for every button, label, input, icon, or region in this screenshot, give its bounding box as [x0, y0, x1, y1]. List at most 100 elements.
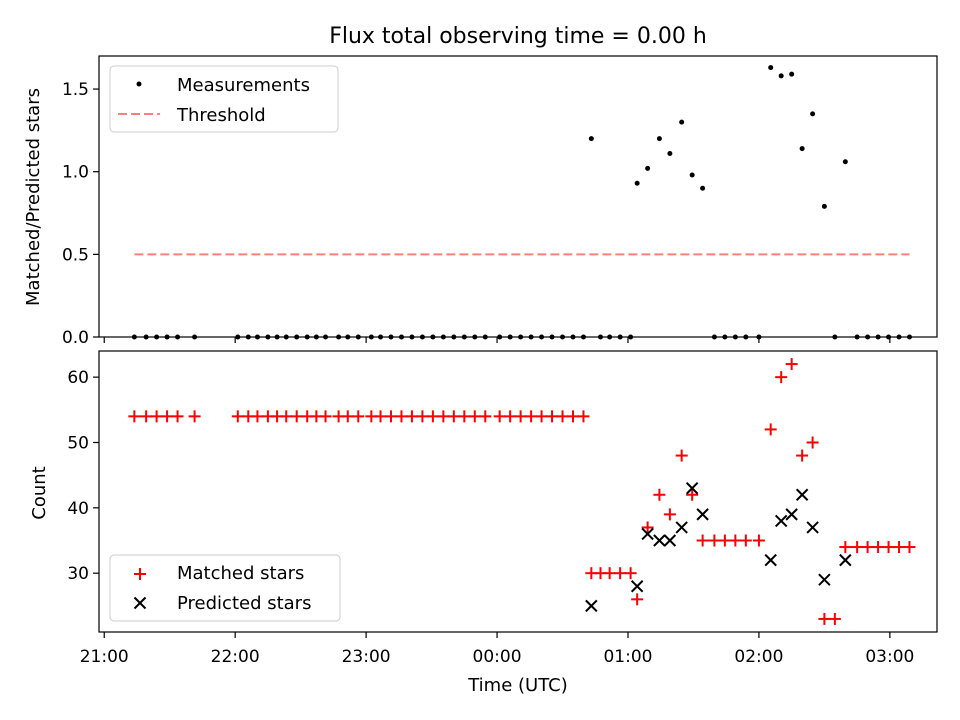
- matched-star-point: [150, 410, 163, 423]
- predicted-star-point: [696, 508, 709, 521]
- matched-star-point: [188, 410, 201, 423]
- matched-star-point: [437, 410, 450, 423]
- measurement-point: [778, 73, 784, 79]
- matched-star-point: [231, 410, 244, 423]
- matched-star-point: [319, 410, 332, 423]
- predicted-star-point: [585, 599, 598, 613]
- bottom-y-axis-label: Count: [29, 466, 50, 519]
- matched-star-point: [374, 410, 387, 423]
- x-tick-label: 03:00: [865, 647, 914, 667]
- legend-measurements-marker: [136, 81, 142, 87]
- matched-star-point: [479, 410, 492, 423]
- matched-star-point: [171, 410, 184, 423]
- matched-star-point: [882, 541, 895, 554]
- matched-star-point: [468, 410, 481, 423]
- predicted-star-point: [818, 573, 831, 586]
- matched-star-point: [405, 410, 418, 423]
- predicted-star-point: [630, 580, 644, 593]
- legend-predicted-marker: [133, 596, 147, 610]
- matched-star-point: [280, 410, 293, 423]
- matched-star-point: [624, 567, 637, 580]
- predicted-star-point: [774, 514, 788, 528]
- bottom-panel: Count Time (UTC) 30 40 50 60 21:00 22:00 23:00…: [29, 350, 938, 696]
- y-tick-label: 1.5: [62, 80, 89, 100]
- legend-predicted-label: Predicted stars: [177, 593, 311, 614]
- measurement-point: [789, 71, 795, 77]
- chart-title: Flux total observing time = 0.00 h: [329, 24, 707, 49]
- measurement-point: [768, 65, 774, 71]
- matched-star-point: [739, 534, 752, 547]
- matched-star-point: [535, 410, 548, 423]
- matched-star-point: [556, 410, 569, 423]
- axes-frame: [98, 55, 938, 338]
- matched-star-point: [493, 410, 506, 423]
- matched-star-point: [764, 423, 777, 436]
- bottom-legend: Matched stars Predicted stars: [109, 554, 341, 622]
- x-axis-label: Time (UTC): [467, 675, 568, 696]
- matched-star-point: [140, 410, 153, 423]
- legend-matched-marker: [134, 568, 146, 580]
- predicted-star-point: [641, 527, 654, 541]
- matched-star-point: [341, 410, 354, 423]
- matched-star-point: [686, 488, 699, 501]
- matched-star-point: [696, 534, 709, 547]
- measurement-point: [799, 146, 805, 152]
- matched-star-point: [752, 534, 765, 547]
- measurement-point: [588, 136, 594, 142]
- matched-star-point: [663, 508, 676, 521]
- matched-star-point: [161, 410, 174, 423]
- matched-star-point: [828, 612, 841, 625]
- matched-star-point: [603, 567, 616, 580]
- matched-star-point: [903, 541, 916, 554]
- predicted-star-point: [839, 553, 852, 567]
- x-tick-label: 02:00: [734, 647, 783, 667]
- matched-star-point: [872, 541, 885, 554]
- measurement-point: [700, 185, 706, 191]
- matched-star-point: [395, 410, 408, 423]
- measurement-point: [810, 111, 816, 117]
- y-tick-label: 40: [67, 499, 89, 519]
- measurement-point: [842, 159, 848, 165]
- matched-star-point: [785, 358, 798, 371]
- y-tick-label: 60: [67, 368, 89, 388]
- matched-star-point: [893, 541, 906, 554]
- y-tick-label: 50: [67, 433, 89, 453]
- matched-star-point: [504, 410, 517, 423]
- top-legend: Measurements Threshold: [109, 65, 339, 133]
- matched-star-point: [839, 541, 852, 554]
- matched-star-point: [653, 488, 666, 501]
- top-panel: Flux total observing time = 0.00 h Match…: [23, 24, 938, 348]
- bottom-axes: 30 40 50 60 21:00 22:00 23:00 00:00 01:00 02:00 03…: [67, 350, 938, 667]
- matched-star-point: [546, 410, 559, 423]
- x-tick-label: 21:00: [80, 647, 129, 667]
- matched-star-point: [458, 410, 471, 423]
- top-legend-box: [109, 65, 339, 133]
- matched-star-point: [566, 410, 579, 423]
- matched-star-point: [796, 449, 809, 462]
- measurement-point: [645, 165, 651, 171]
- x-tick-label: 00:00: [473, 647, 522, 667]
- predicted-star-point: [685, 482, 699, 495]
- matched-star-point: [708, 534, 721, 547]
- matched-star-point: [384, 410, 397, 423]
- matched-star-point: [447, 410, 460, 423]
- matched-star-point: [514, 410, 527, 423]
- y-tick-label: 0.0: [62, 328, 89, 348]
- matched-star-point: [290, 410, 303, 423]
- matched-star-point: [525, 410, 538, 423]
- matched-star-point: [675, 449, 688, 462]
- matched-star-point: [251, 410, 264, 423]
- matched-star-point: [806, 436, 819, 449]
- measurement-point: [679, 119, 685, 125]
- y-tick-label: 0.5: [62, 245, 89, 265]
- measurement-point: [821, 203, 827, 209]
- predicted-star-point: [675, 521, 688, 534]
- matched-star-point: [861, 541, 874, 554]
- matched-star-point: [128, 410, 141, 423]
- matched-star-point: [631, 593, 644, 606]
- predicted-star-point: [653, 534, 666, 547]
- y-tick-label: 1.0: [62, 163, 89, 183]
- predicted-star-point: [785, 508, 798, 521]
- matched-star-point: [614, 567, 627, 580]
